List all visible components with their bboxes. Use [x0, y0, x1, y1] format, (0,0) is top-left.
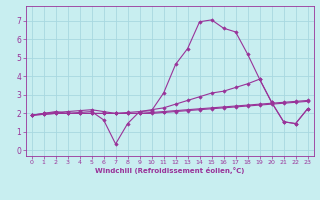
X-axis label: Windchill (Refroidissement éolien,°C): Windchill (Refroidissement éolien,°C): [95, 167, 244, 174]
